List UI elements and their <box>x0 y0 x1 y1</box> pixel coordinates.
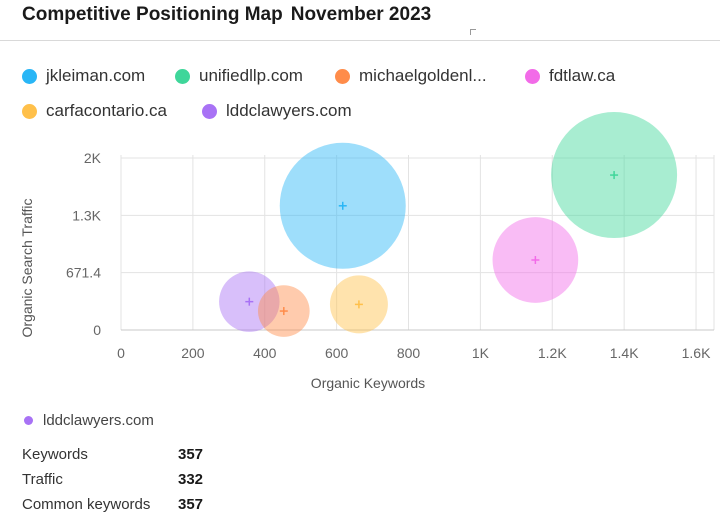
x-tick-label: 200 <box>181 345 205 361</box>
legend-label: lddclawyers.com <box>226 101 352 120</box>
legend-item-lddclawyers[interactable]: lddclawyers.com <box>202 101 352 121</box>
detail-value: 357 <box>178 446 204 463</box>
detail-row-common-keywords: Common keywords 357 <box>22 492 322 517</box>
legend-label: carfacontario.ca <box>46 101 167 120</box>
detail-label: Traffic <box>22 471 63 488</box>
x-tick-label: 600 <box>325 345 349 361</box>
legend-item-unifiedllp[interactable]: unifiedllp.com <box>175 66 303 86</box>
x-tick-label: 1.2K <box>538 345 567 361</box>
chart-title: Competitive Positioning Map November 2023 <box>22 4 431 26</box>
detail-label: Keywords <box>22 446 88 463</box>
bubble-lddclawyers-com[interactable] <box>219 271 280 332</box>
legend-dot <box>22 68 37 84</box>
legend-item-carfacontario[interactable]: carfacontario.ca <box>22 101 167 121</box>
legend-dot <box>335 68 350 84</box>
tick-labels: 0 200 400 600 800 1K 1.2K 1.4K 1.6K 0 671.4 1.3K 2K <box>66 150 711 361</box>
x-tick-label: 0 <box>117 345 125 361</box>
grid <box>120 155 715 331</box>
bubble-fdtlaw-ca[interactable] <box>492 217 579 303</box>
bubble-unifiedllp-com[interactable] <box>551 112 678 239</box>
detail-value: 357 <box>178 496 204 513</box>
bubble-carfacontario-ca[interactable] <box>329 275 388 334</box>
detail-label: Common keywords <box>22 496 151 513</box>
legend-item-michaelgolden[interactable]: michaelgoldenl... <box>335 66 487 86</box>
detail-panel: lddclawyers.com Keywords 357 Traffic 332… <box>22 412 322 517</box>
period-label: November 2023 <box>290 4 432 25</box>
detail-dot <box>24 416 33 425</box>
bubble-jkleiman-com[interactable] <box>279 142 406 269</box>
bubble-michaelgoldenl[interactable] <box>257 285 310 337</box>
x-tick-label: 1K <box>472 345 490 361</box>
chart-header: Competitive Positioning Map November 2023 <box>0 0 720 41</box>
detail-site: lddclawyers.com <box>43 412 154 429</box>
legend-item-jkleiman[interactable]: jkleiman.com <box>22 66 145 86</box>
legend-dot <box>22 103 37 119</box>
y-tick-label: 2K <box>84 150 102 166</box>
y-tick-label: 1.3K <box>72 207 101 223</box>
x-tick-label: 400 <box>253 345 277 361</box>
x-tick-label: 1.4K <box>610 345 639 361</box>
legend-label: michaelgoldenl... <box>359 66 487 85</box>
y-tick-label: 0 <box>93 322 101 338</box>
legend-label: unifiedllp.com <box>199 66 303 85</box>
detail-row-keywords: Keywords 357 <box>22 442 322 467</box>
legend-label: fdtlaw.ca <box>549 66 616 85</box>
legend-dot <box>202 103 217 119</box>
detail-row-traffic: Traffic 332 <box>22 467 322 492</box>
y-axis-title: Organic Search Traffic <box>19 198 35 338</box>
detail-value: 332 <box>178 471 204 488</box>
bubbles <box>219 112 678 337</box>
x-tick-label: 800 <box>397 345 421 361</box>
legend-dot <box>525 68 540 84</box>
legend-label: jkleiman.com <box>46 66 146 85</box>
detail-header: lddclawyers.com <box>22 412 322 429</box>
legend-item-fdtlaw[interactable]: fdtlaw.ca <box>525 66 615 86</box>
resize-corner-icon <box>470 29 476 35</box>
legend-dot <box>175 68 190 84</box>
x-tick-label: 1.6K <box>682 345 711 361</box>
title-text: Competitive Positioning Map <box>22 4 283 25</box>
x-axis-title: Organic Keywords <box>310 375 426 391</box>
y-tick-label: 671.4 <box>66 265 101 281</box>
